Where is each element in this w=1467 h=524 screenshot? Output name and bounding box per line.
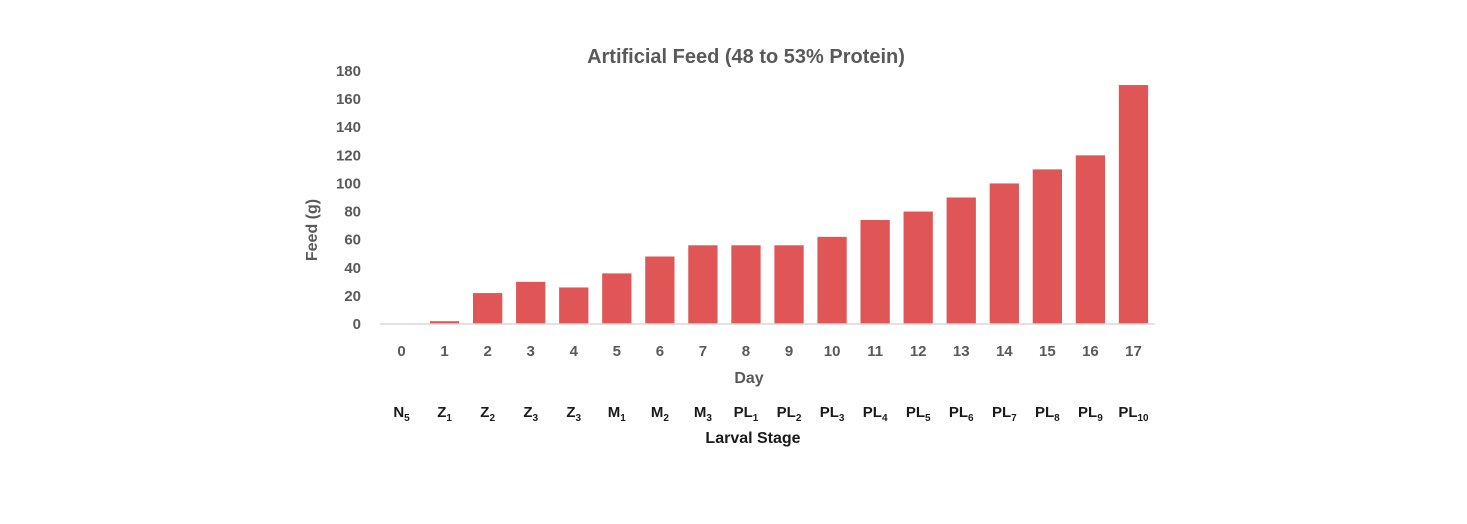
y-tick-label: 40 xyxy=(344,260,361,277)
larval-stage-label: PL6 xyxy=(949,404,974,424)
x-tick-label: 4 xyxy=(570,343,579,360)
x-tick-label: 8 xyxy=(742,343,750,360)
x-tick-label: 7 xyxy=(699,343,707,360)
x-tick-label: 10 xyxy=(824,343,841,360)
x-tick-label: 11 xyxy=(867,343,883,360)
bar xyxy=(989,183,1019,324)
bar xyxy=(731,245,761,324)
bar xyxy=(645,256,675,324)
larval-stage-label: PL5 xyxy=(906,404,931,424)
bar xyxy=(946,197,976,324)
bar xyxy=(559,287,589,324)
bar xyxy=(602,273,632,324)
larval-stage-label: Z3 xyxy=(566,404,581,424)
larval-stage-label: Z2 xyxy=(480,404,495,424)
larval-stage-label: Z1 xyxy=(437,404,452,424)
bar xyxy=(817,236,847,324)
bar xyxy=(1075,155,1106,324)
larval-stage-title: Larval Stage xyxy=(705,430,800,447)
x-tick-label: 17 xyxy=(1125,343,1142,360)
y-tick-label: 60 xyxy=(344,232,361,249)
y-tick-label: 0 xyxy=(353,316,361,333)
larval-stage-label: Z3 xyxy=(523,404,538,424)
larval-stage-label: PL1 xyxy=(734,404,759,424)
y-tick-label: 180 xyxy=(336,63,361,80)
x-tick-label: 0 xyxy=(397,343,405,360)
y-axis-title: Feed (g) xyxy=(304,199,321,261)
x-tick-label: 3 xyxy=(527,343,535,360)
y-tick-label: 160 xyxy=(336,91,361,108)
bar xyxy=(860,219,890,324)
x-tick-label: 9 xyxy=(785,343,793,360)
larval-stage-label: PL7 xyxy=(992,404,1017,424)
y-tick-label: 100 xyxy=(336,175,361,192)
bar xyxy=(473,293,503,324)
x-tick-label: 16 xyxy=(1082,343,1099,360)
larval-stage-label: PL3 xyxy=(820,404,845,424)
larval-stage-label: PL2 xyxy=(777,404,802,424)
x-tick-label: 6 xyxy=(656,343,664,360)
x-tick-label: 2 xyxy=(483,343,491,360)
x-axis-title: Day xyxy=(734,370,763,387)
chart-title: Artificial Feed (48 to 53% Protein) xyxy=(587,46,905,68)
y-tick-label: 80 xyxy=(344,204,361,221)
bar xyxy=(903,211,933,324)
x-tick-label: 13 xyxy=(953,343,970,360)
y-tick-label: 140 xyxy=(336,119,361,136)
x-tick-label: 14 xyxy=(996,343,1013,360)
larval-stage-label: PL8 xyxy=(1035,404,1060,424)
larval-stage-label: M3 xyxy=(694,404,713,424)
y-tick-label: 120 xyxy=(336,147,361,164)
bar xyxy=(516,281,546,324)
y-tick-label: 20 xyxy=(344,288,361,305)
x-tick-label: 12 xyxy=(910,343,927,360)
bar xyxy=(429,321,460,324)
x-tick-label: 15 xyxy=(1039,343,1056,360)
larval-stage-label: M1 xyxy=(608,404,627,424)
larval-stage-label: N5 xyxy=(393,404,410,424)
larval-stage-label: M2 xyxy=(651,404,670,424)
x-tick-label: 5 xyxy=(613,343,621,360)
bar xyxy=(1032,169,1062,324)
x-tick-label: 1 xyxy=(440,343,448,360)
bar xyxy=(1118,85,1149,324)
larval-stage-label: PL10 xyxy=(1118,404,1149,424)
bar xyxy=(688,245,718,324)
larval-stage-label: PL4 xyxy=(863,404,888,424)
bar xyxy=(774,245,804,324)
larval-stage-label: PL9 xyxy=(1078,404,1103,424)
